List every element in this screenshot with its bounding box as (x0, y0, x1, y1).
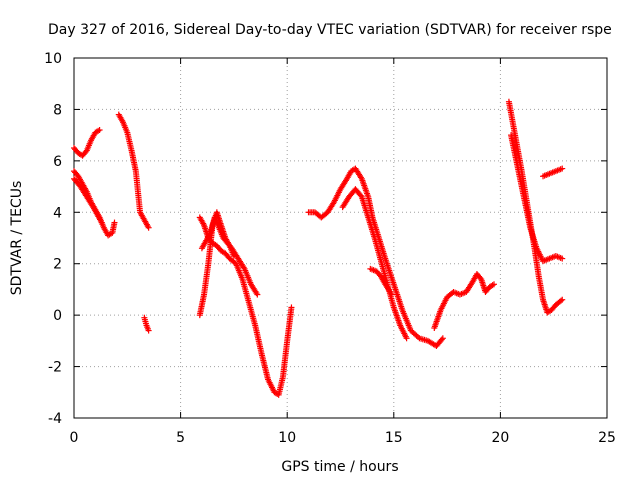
data-point (145, 327, 152, 334)
data-point (388, 291, 395, 298)
data-point (98, 219, 105, 226)
data-point (96, 127, 103, 133)
y-tick-label: 4 (53, 205, 62, 221)
y-tick-label: -2 (48, 360, 62, 376)
y-tick-label: 6 (53, 154, 62, 170)
chart-title: Day 327 of 2016, Sidereal Day-to-day VTE… (48, 22, 612, 38)
data-point (438, 336, 445, 343)
x-tick-label: 0 (70, 430, 79, 446)
data-point (288, 304, 295, 311)
data-point (559, 296, 566, 303)
data-point (403, 335, 410, 342)
y-axis-label: SDTVAR / TECUs (9, 181, 25, 296)
data-point (557, 297, 564, 304)
y-tick-label: 8 (53, 102, 62, 118)
data-point (491, 281, 498, 288)
data-point (559, 165, 566, 172)
y-tick-label: 0 (53, 308, 62, 324)
x-axis-label: GPS time / hours (281, 459, 398, 475)
plot-frame (73, 57, 608, 419)
x-tick-label: 25 (598, 430, 616, 446)
grid (74, 58, 607, 418)
x-tick-label: 10 (278, 430, 296, 446)
y-tick-label: 2 (53, 257, 62, 273)
data-point (145, 224, 152, 231)
data-points (71, 98, 566, 398)
x-tick-label: 20 (491, 430, 509, 446)
axis-ticks: 0 5 10 15 20 25 -4 -2 0 2 4 6 8 10 (44, 51, 616, 446)
data-point (439, 335, 446, 342)
data-point (111, 219, 118, 226)
x-tick-label: 5 (176, 430, 185, 446)
data-point (559, 255, 566, 262)
data-point (254, 291, 261, 298)
y-tick-label: -4 (48, 411, 62, 427)
y-tick-label: 10 (44, 51, 62, 67)
x-tick-label: 15 (385, 430, 403, 446)
